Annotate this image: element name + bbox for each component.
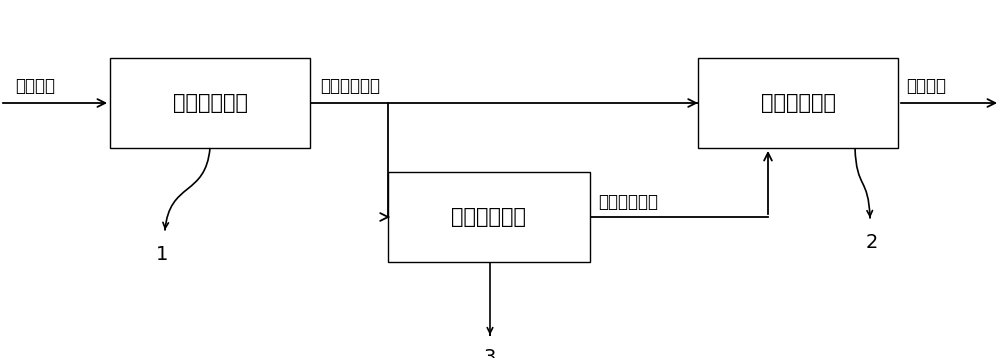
- FancyBboxPatch shape: [110, 58, 310, 148]
- Text: 噪声计算模块: 噪声计算模块: [452, 207, 526, 227]
- Text: 1: 1: [156, 245, 168, 264]
- Text: 3: 3: [484, 348, 496, 358]
- FancyBboxPatch shape: [698, 58, 898, 148]
- Text: 计量运算模块: 计量运算模块: [761, 93, 836, 113]
- Text: 模拟信号: 模拟信号: [15, 77, 55, 95]
- Text: 波形处理模块: 波形处理模块: [173, 93, 248, 113]
- Text: 输出结果: 输出结果: [906, 77, 946, 95]
- Text: 第一数字信号: 第一数字信号: [320, 77, 380, 95]
- FancyBboxPatch shape: [388, 172, 590, 262]
- Text: 2: 2: [866, 233, 878, 252]
- Text: 第二数字信号: 第二数字信号: [598, 193, 658, 211]
